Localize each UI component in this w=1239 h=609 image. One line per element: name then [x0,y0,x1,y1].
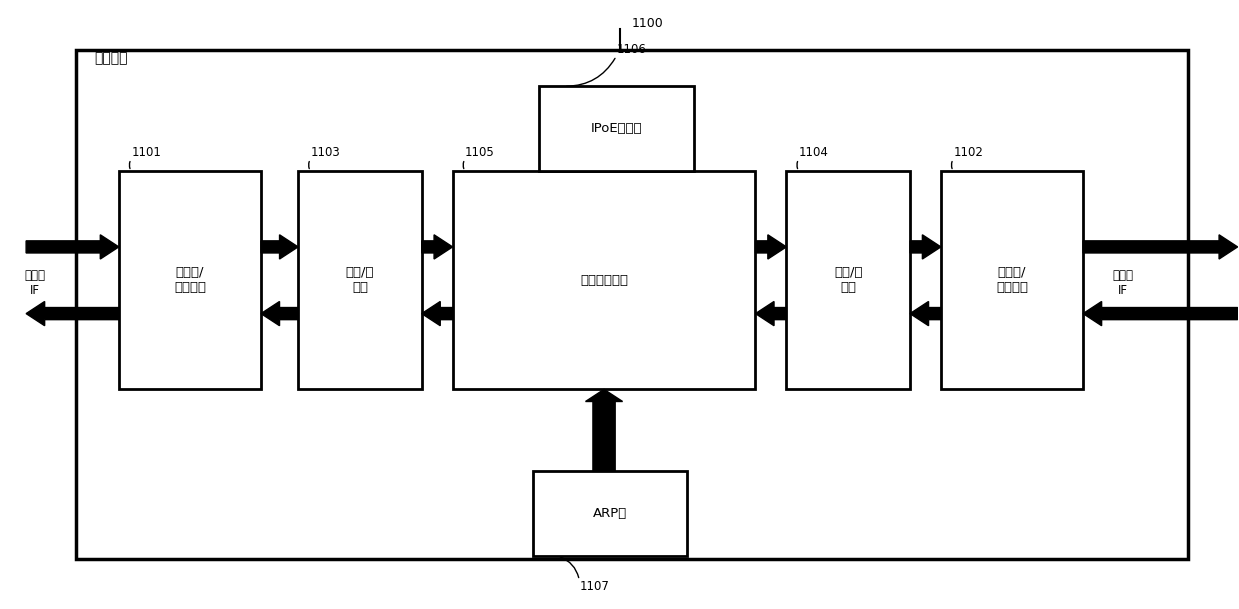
Text: 帧装/拆
部件: 帧装/拆 部件 [346,266,374,294]
Bar [76,50,1188,559]
Text: IPoE前向表: IPoE前向表 [591,122,642,135]
Bar [539,86,694,171]
Text: 前向控制部件: 前向控制部件 [580,274,628,287]
Bar [299,171,421,389]
Bar [452,171,756,389]
FancyArrow shape [421,301,452,326]
FancyArrow shape [26,301,119,326]
Bar [787,171,909,389]
FancyArrow shape [261,235,299,259]
FancyArrow shape [1083,235,1238,259]
Bar [119,171,261,389]
Text: 以太网
IF: 以太网 IF [1113,269,1134,297]
Text: ARP表: ARP表 [593,507,627,520]
Text: 1102: 1102 [953,146,984,159]
Text: 帧装/拆
部件: 帧装/拆 部件 [834,266,862,294]
Bar [940,171,1083,389]
FancyArrow shape [756,235,787,259]
FancyArrow shape [26,235,119,259]
FancyArrow shape [909,301,940,326]
Text: 帧发送/
接收部件: 帧发送/ 接收部件 [173,266,206,294]
Text: 1106: 1106 [617,43,647,56]
Text: 1105: 1105 [465,146,494,159]
FancyArrow shape [421,235,452,259]
Text: 1104: 1104 [799,146,829,159]
Text: 1100: 1100 [632,16,664,30]
Text: 帧发送/
接收部件: 帧发送/ 接收部件 [996,266,1028,294]
FancyArrow shape [1083,301,1238,326]
Text: 以太网
IF: 以太网 IF [25,269,46,297]
Text: 1107: 1107 [580,580,610,593]
FancyArrow shape [909,235,940,259]
FancyArrow shape [261,301,299,326]
FancyArrow shape [586,389,622,471]
Text: 1103: 1103 [311,146,341,159]
Bar [533,471,688,556]
FancyArrow shape [756,301,787,326]
Text: 网关装置: 网关装置 [94,51,128,65]
Text: 1101: 1101 [131,146,161,159]
